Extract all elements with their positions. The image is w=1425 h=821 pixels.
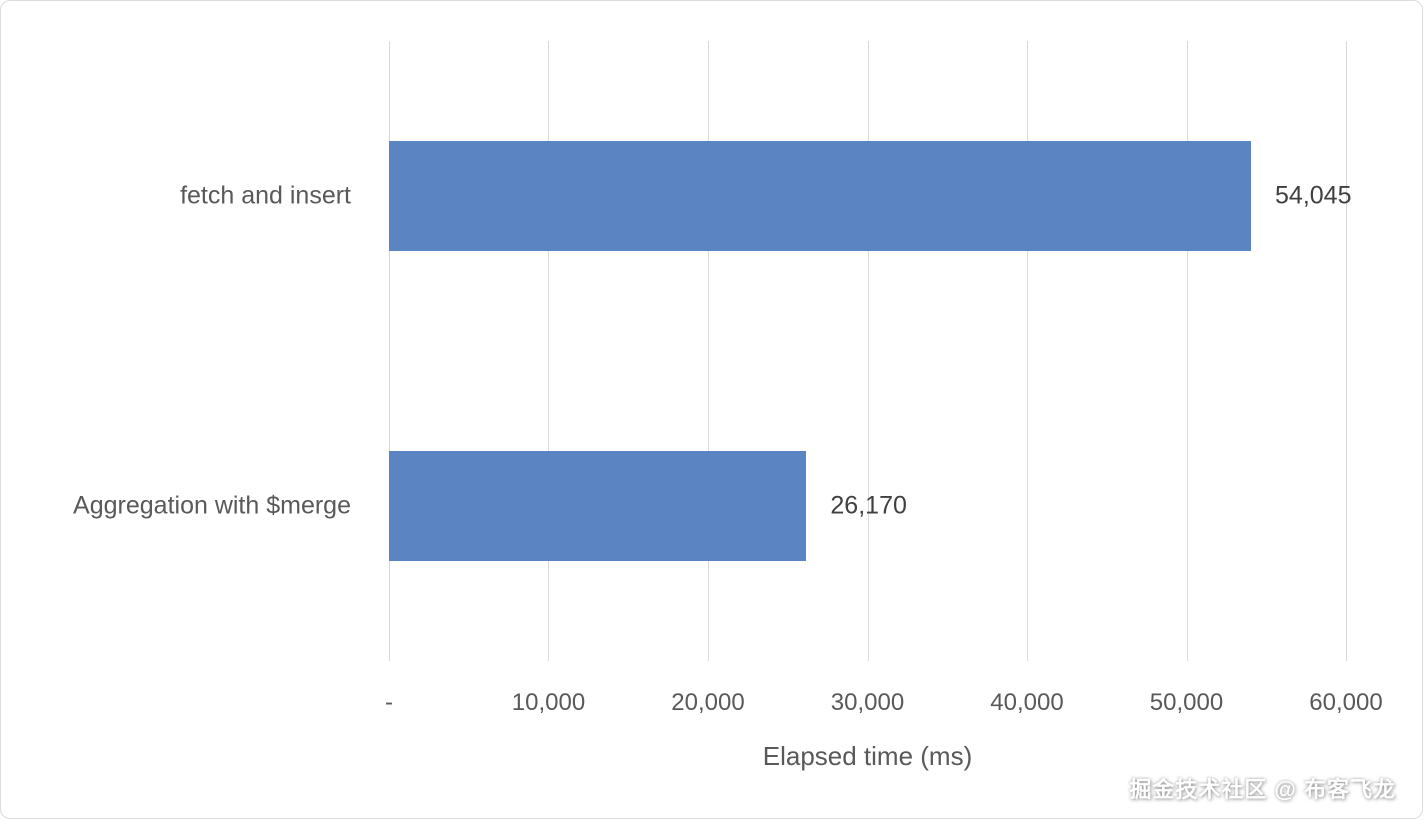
x-tick-label: 20,000	[671, 689, 745, 716]
gridline	[1346, 41, 1347, 661]
gridline	[867, 41, 869, 661]
y-axis-category-labels: fetch and insert Aggregation with $merge	[1, 41, 351, 661]
x-tick-label: -	[385, 689, 393, 716]
bar-value-label: 26,170	[830, 491, 907, 520]
x-tick-label: 10,000	[511, 689, 586, 716]
bar-aggregation-with-merge: 26,170	[389, 451, 907, 561]
gridline	[1026, 41, 1028, 661]
x-tick-label: 40,000	[990, 689, 1064, 716]
x-tick-label: 30,000	[830, 689, 905, 716]
x-tick-label: 50,000	[1149, 689, 1224, 716]
gridline	[548, 41, 550, 661]
bar-value-label: 54,045	[1275, 181, 1352, 210]
category-label: Aggregation with $merge	[73, 491, 351, 520]
x-axis-title: Elapsed time (ms)	[762, 741, 973, 771]
x-tick-label: 60,000	[1309, 689, 1383, 716]
gridline	[707, 41, 709, 661]
plot-area: 54,045 26,170	[389, 41, 1351, 661]
gridline	[389, 41, 390, 661]
bar-fetch-and-insert: 54,045	[389, 141, 1351, 251]
watermark: 掘金技术社区 @ 布客飞龙	[1129, 777, 1396, 802]
category-label: fetch and insert	[180, 181, 351, 210]
x-axis-tick-labels: - 10,000 20,000 30,000 40,000 50,000 60,000	[385, 689, 1383, 721]
gridline	[1186, 41, 1188, 661]
